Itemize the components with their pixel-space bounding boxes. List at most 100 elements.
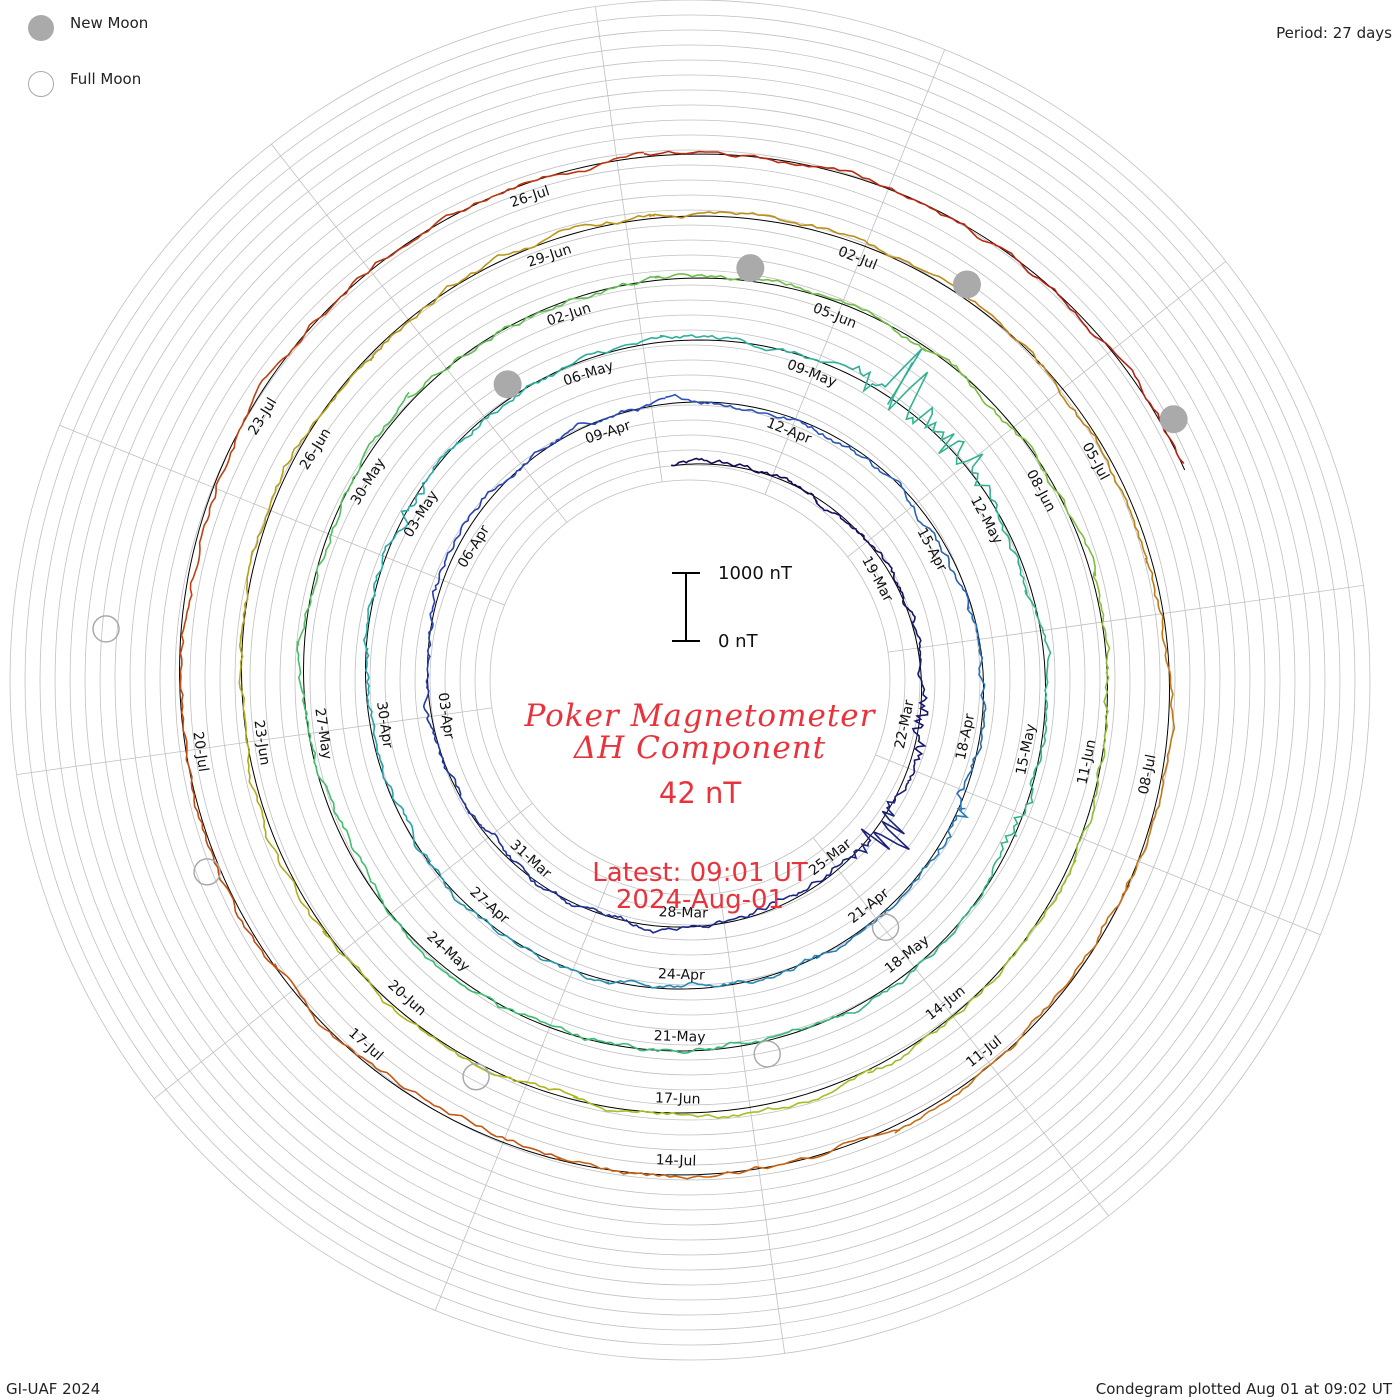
- trace-segment: [426, 859, 609, 984]
- grid-spoke: [887, 584, 1364, 653]
- date-label: 24-Apr: [658, 966, 705, 983]
- full-moon-icon: [193, 858, 221, 886]
- grid-ring: [129, 119, 1251, 1241]
- grid-ring: [189, 179, 1191, 1181]
- trace-segment: [364, 647, 432, 863]
- new-moon-icon: [1159, 405, 1188, 434]
- trace-segment: [643, 150, 996, 245]
- grid-ring: [444, 434, 936, 926]
- date-label: 26-Jun: [297, 426, 335, 473]
- date-label: 06-May: [561, 358, 615, 389]
- trace-segment: [296, 641, 382, 898]
- grid-ring: [9, 0, 1371, 1361]
- plotted-timestamp: Condegram plotted Aug 01 at 09:02 UT: [1095, 1380, 1392, 1398]
- grid-ring: [324, 314, 1056, 1046]
- grid-ring: [69, 59, 1311, 1301]
- new-moon-legend-label: New Moon: [70, 14, 149, 32]
- date-label: 09-Apr: [583, 417, 633, 447]
- trace-segment: [649, 210, 967, 296]
- grid-ring: [414, 404, 966, 956]
- date-label: 29-Jun: [525, 241, 573, 270]
- trace-segment: [1012, 589, 1052, 838]
- grid-spoke: [717, 877, 786, 1354]
- date-label: 17-Jul: [345, 1025, 386, 1064]
- date-label: 14-Jun: [923, 983, 969, 1024]
- trace-segment: [625, 894, 791, 934]
- trace-segment: [589, 1012, 846, 1055]
- grid-ring: [39, 29, 1341, 1331]
- grid-ring: [99, 89, 1281, 1271]
- latest-date-label: 2024-Aug-01: [615, 885, 785, 915]
- grid-spoke: [434, 865, 616, 1311]
- trace-segment: [407, 275, 660, 399]
- date-label: 02-Jun: [545, 300, 593, 329]
- trace-segment: [555, 1129, 900, 1180]
- range-label: 42 nT: [658, 776, 742, 810]
- date-label: 24-May: [423, 929, 472, 975]
- trace-segment: [321, 930, 579, 1099]
- latest-time-label: Latest: 09:01 UT: [592, 858, 808, 888]
- trace-segment: [370, 213, 655, 362]
- trace-segment: [238, 635, 328, 935]
- scale-bar: [672, 572, 700, 642]
- grid-ring: [429, 419, 951, 941]
- credit-label: GI-UAF 2024: [6, 1380, 101, 1398]
- grid-ring: [219, 209, 1161, 1151]
- trace-segment: [377, 892, 594, 1041]
- new-moon-icon: [952, 270, 981, 299]
- date-label: 23-Jul: [245, 395, 280, 438]
- full-moon-legend-icon: [28, 71, 54, 97]
- grid-ring: [84, 74, 1296, 1286]
- grid-ring: [54, 44, 1326, 1316]
- trace-segment: [297, 391, 410, 646]
- grid-ring: [279, 269, 1101, 1091]
- grid-spoke: [812, 837, 1109, 1217]
- grid-ring: [249, 239, 1131, 1121]
- trace-segment: [907, 620, 929, 783]
- new-moon-icon: [736, 254, 765, 283]
- date-label: 03-May: [401, 488, 442, 540]
- grid-ring: [204, 194, 1176, 1166]
- trace-segment: [841, 831, 1016, 1017]
- date-label: 23-Jun: [250, 719, 272, 766]
- grid-ring: [339, 329, 1041, 1031]
- trace-segment: [922, 347, 1097, 577]
- chart-subtitle: ΔH Component: [573, 730, 827, 766]
- trace-segment: [454, 335, 665, 446]
- date-label: 20-Jul: [189, 730, 211, 772]
- trace-segment: [867, 859, 1077, 1074]
- trace-segment: [960, 292, 1148, 564]
- grid-ring: [24, 14, 1356, 1346]
- grid-ring: [474, 464, 906, 896]
- grid-ring: [264, 254, 1116, 1106]
- date-label: 20-Jun: [384, 977, 429, 1019]
- grid-ring: [399, 389, 981, 971]
- trace-segment: [790, 781, 910, 897]
- full-moon-icon: [92, 615, 120, 643]
- trace-segment: [426, 486, 498, 658]
- moon-markers: [92, 254, 1188, 1091]
- grid-ring: [369, 359, 1011, 1001]
- grid-ring: [234, 224, 1146, 1136]
- full-moon-icon: [462, 1062, 490, 1091]
- new-moon-legend-icon: [28, 15, 54, 41]
- date-label: 14-Jul: [655, 1152, 696, 1169]
- scale-bottom-label: 0 nT: [718, 631, 758, 652]
- date-label: 27-May: [311, 707, 334, 761]
- trace-segment: [815, 807, 970, 960]
- grid-ring: [384, 374, 996, 986]
- trace-segment: [659, 334, 923, 406]
- trace-segment: [814, 500, 916, 624]
- trace-segment: [180, 313, 326, 636]
- trace-segment: [894, 884, 1131, 1134]
- trace-segment: [362, 441, 459, 652]
- trace-segment: [956, 605, 987, 811]
- grid-ring: [174, 164, 1206, 1196]
- date-label: 30-Apr: [373, 700, 396, 749]
- grid-spoke: [59, 424, 505, 606]
- date-label: 02-Jul: [836, 244, 880, 274]
- grid-ring: [294, 284, 1086, 1076]
- trace-segment: [324, 151, 644, 316]
- grid-ring: [309, 299, 1071, 1061]
